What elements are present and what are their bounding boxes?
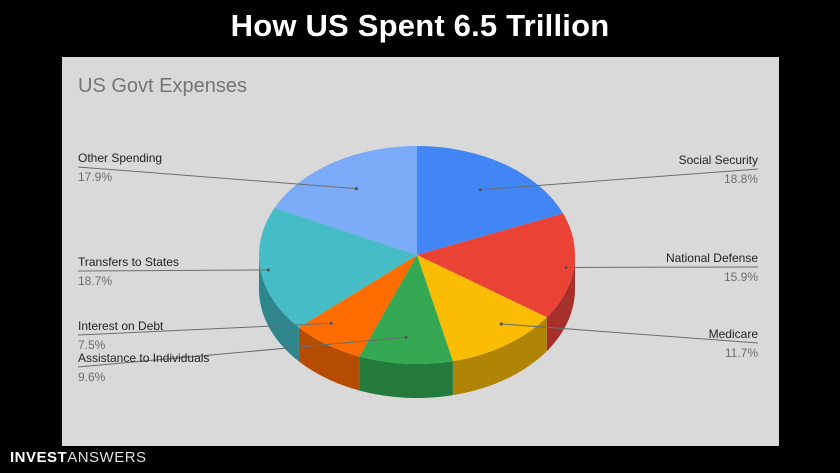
- pie-slice-social-security: [417, 146, 564, 255]
- pie-side-assistance-to-individuals: [359, 356, 453, 398]
- pie-slice-assistance-to-individuals: [359, 255, 453, 365]
- slice-percent-social-security: 18.8%: [724, 172, 758, 186]
- pie-slice-other-spending: [274, 146, 417, 255]
- pie-labels: Social Security 18.8% National Defense 15.9…: [77, 151, 759, 384]
- chart-panel: US Govt Expenses Social Security 18.8% Nat…: [62, 57, 779, 446]
- headline-title: How US Spent 6.5 Trillion: [230, 8, 610, 43]
- chart-title: US Govt Expenses: [78, 75, 247, 97]
- leader-dot-interest-on-debt: [329, 321, 333, 325]
- leader-dot-other-spending: [354, 186, 358, 191]
- slice-percent-medicare: 11.7%: [725, 346, 758, 360]
- pie-slice-interest-on-debt: [298, 255, 417, 357]
- slice-label-medicare: Medicare: [709, 327, 759, 341]
- slice-percent-national-defense: 15.9%: [724, 270, 758, 284]
- slice-label-transfers-to-states: Transfers to States: [78, 255, 179, 269]
- leader-dot-social-security: [478, 188, 482, 192]
- leader-dot-transfers-to-states: [266, 268, 270, 272]
- brand-invest: INVEST: [10, 449, 68, 466]
- slice-percent-transfers-to-states: 18.7%: [78, 274, 112, 288]
- leader-line-assistance-to-individuals: [77, 336, 407, 368]
- pie-side-medicare: [452, 317, 547, 396]
- slice-label-national-defense: National Defense: [666, 251, 758, 265]
- pie-slice-transfers-to-states: [258, 207, 417, 328]
- slice-label-interest-on-debt: Interest on Debt: [78, 319, 164, 333]
- pie-side-transfers-to-states: [259, 255, 299, 362]
- leader-dot-national-defense: [564, 265, 568, 270]
- pie-top-faces: [258, 146, 575, 365]
- leader-line-interest-on-debt: [77, 322, 332, 336]
- leader-dot-assistance-to-individuals: [404, 335, 408, 339]
- leader-line-transfers-to-states: [77, 269, 269, 272]
- leader-line-medicare: [501, 323, 759, 344]
- slice-percent-other-spending: 17.9%: [78, 170, 112, 184]
- leader-dot-medicare: [499, 322, 503, 326]
- pie-side-walls: [259, 255, 575, 398]
- slice-label-other-spending: Other Spending: [78, 151, 162, 165]
- pie-slice-medicare: [417, 255, 547, 362]
- pie-slice-national-defense: [417, 213, 575, 318]
- slice-label-social-security: Social Security: [679, 153, 758, 167]
- slice-percent-assistance-to-individuals: 9.6%: [78, 370, 106, 384]
- leader-line-other-spending: [77, 166, 357, 190]
- slice-label-assistance-to-individuals: Assistance to Individuals: [78, 351, 209, 365]
- slice-percent-interest-on-debt: 7.5%: [78, 338, 106, 352]
- pie-side-national-defense: [546, 255, 575, 352]
- pie-side-interest-on-debt: [298, 327, 360, 391]
- leader-line-social-security: [480, 168, 759, 191]
- pie-chart: Social Security 18.8% National Defense 15.9…: [77, 146, 759, 398]
- brand-logo: INVESTANSWERS: [10, 449, 147, 466]
- brand-answers: ANSWERS: [67, 449, 147, 466]
